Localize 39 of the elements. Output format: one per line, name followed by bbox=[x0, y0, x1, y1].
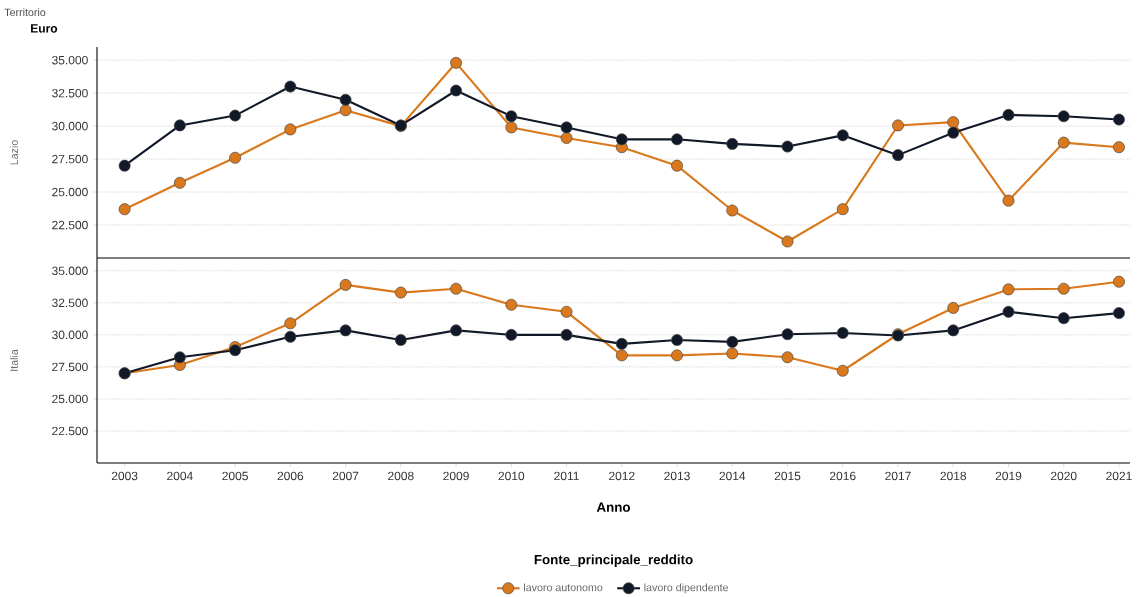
x-tick-label: 2011 bbox=[554, 471, 579, 481]
legend-title: Fonte_principale_reddito bbox=[534, 554, 693, 567]
text: Territorio bbox=[4, 8, 46, 17]
y-axis-title: Lazio bbox=[10, 140, 18, 165]
x-tick-label: 2007 bbox=[332, 471, 359, 481]
x-tick-label: 2005 bbox=[222, 471, 248, 481]
y-tick-label: 35.000 bbox=[52, 266, 88, 276]
legend-label: lavoro autonomo bbox=[524, 583, 603, 592]
x-tick-label: 2020 bbox=[1050, 471, 1077, 481]
y-tick-label: 30.000 bbox=[52, 330, 88, 340]
y-tick-label: 32.500 bbox=[52, 298, 88, 308]
x-tick-label: 2006 bbox=[277, 471, 304, 481]
x-tick-label: 2016 bbox=[830, 471, 856, 481]
x-tick-label: 2003 bbox=[111, 471, 138, 481]
x-tick-label: 2008 bbox=[388, 471, 414, 481]
y-tick-label: 35.000 bbox=[52, 55, 88, 65]
y-tick-label: 22.500 bbox=[52, 426, 88, 436]
x-tick-label: 2013 bbox=[664, 471, 690, 481]
x-tick-label: 2017 bbox=[885, 471, 911, 481]
x-tick-label: 2018 bbox=[940, 471, 967, 481]
x-axis-title: Anno bbox=[596, 502, 631, 512]
x-tick-label: 2021 bbox=[1106, 471, 1132, 481]
legend-label: lavoro dipendente bbox=[644, 583, 729, 594]
y-tick-label: 22.500 bbox=[52, 220, 88, 230]
y-tick-label: 25.000 bbox=[52, 394, 88, 404]
x-tick-label: 2015 bbox=[774, 471, 801, 481]
y-tick-label: 32.500 bbox=[52, 88, 88, 98]
x-tick-label: 2012 bbox=[609, 471, 635, 481]
x-tick-label: 2009 bbox=[443, 471, 469, 481]
y-tick-label: 25.000 bbox=[52, 187, 88, 197]
x-tick-label: 2010 bbox=[498, 471, 525, 481]
y-tick-label: 27.500 bbox=[52, 154, 88, 164]
x-tick-label: 2004 bbox=[167, 471, 193, 481]
x-tick-label: 2014 bbox=[719, 471, 746, 481]
text: Euro bbox=[31, 24, 58, 33]
x-tick-label: 2019 bbox=[995, 471, 1022, 481]
y-tick-label: 30.000 bbox=[52, 121, 88, 131]
y-axis-title: Italia bbox=[10, 349, 18, 371]
y-tick-label: 27.500 bbox=[52, 362, 88, 372]
